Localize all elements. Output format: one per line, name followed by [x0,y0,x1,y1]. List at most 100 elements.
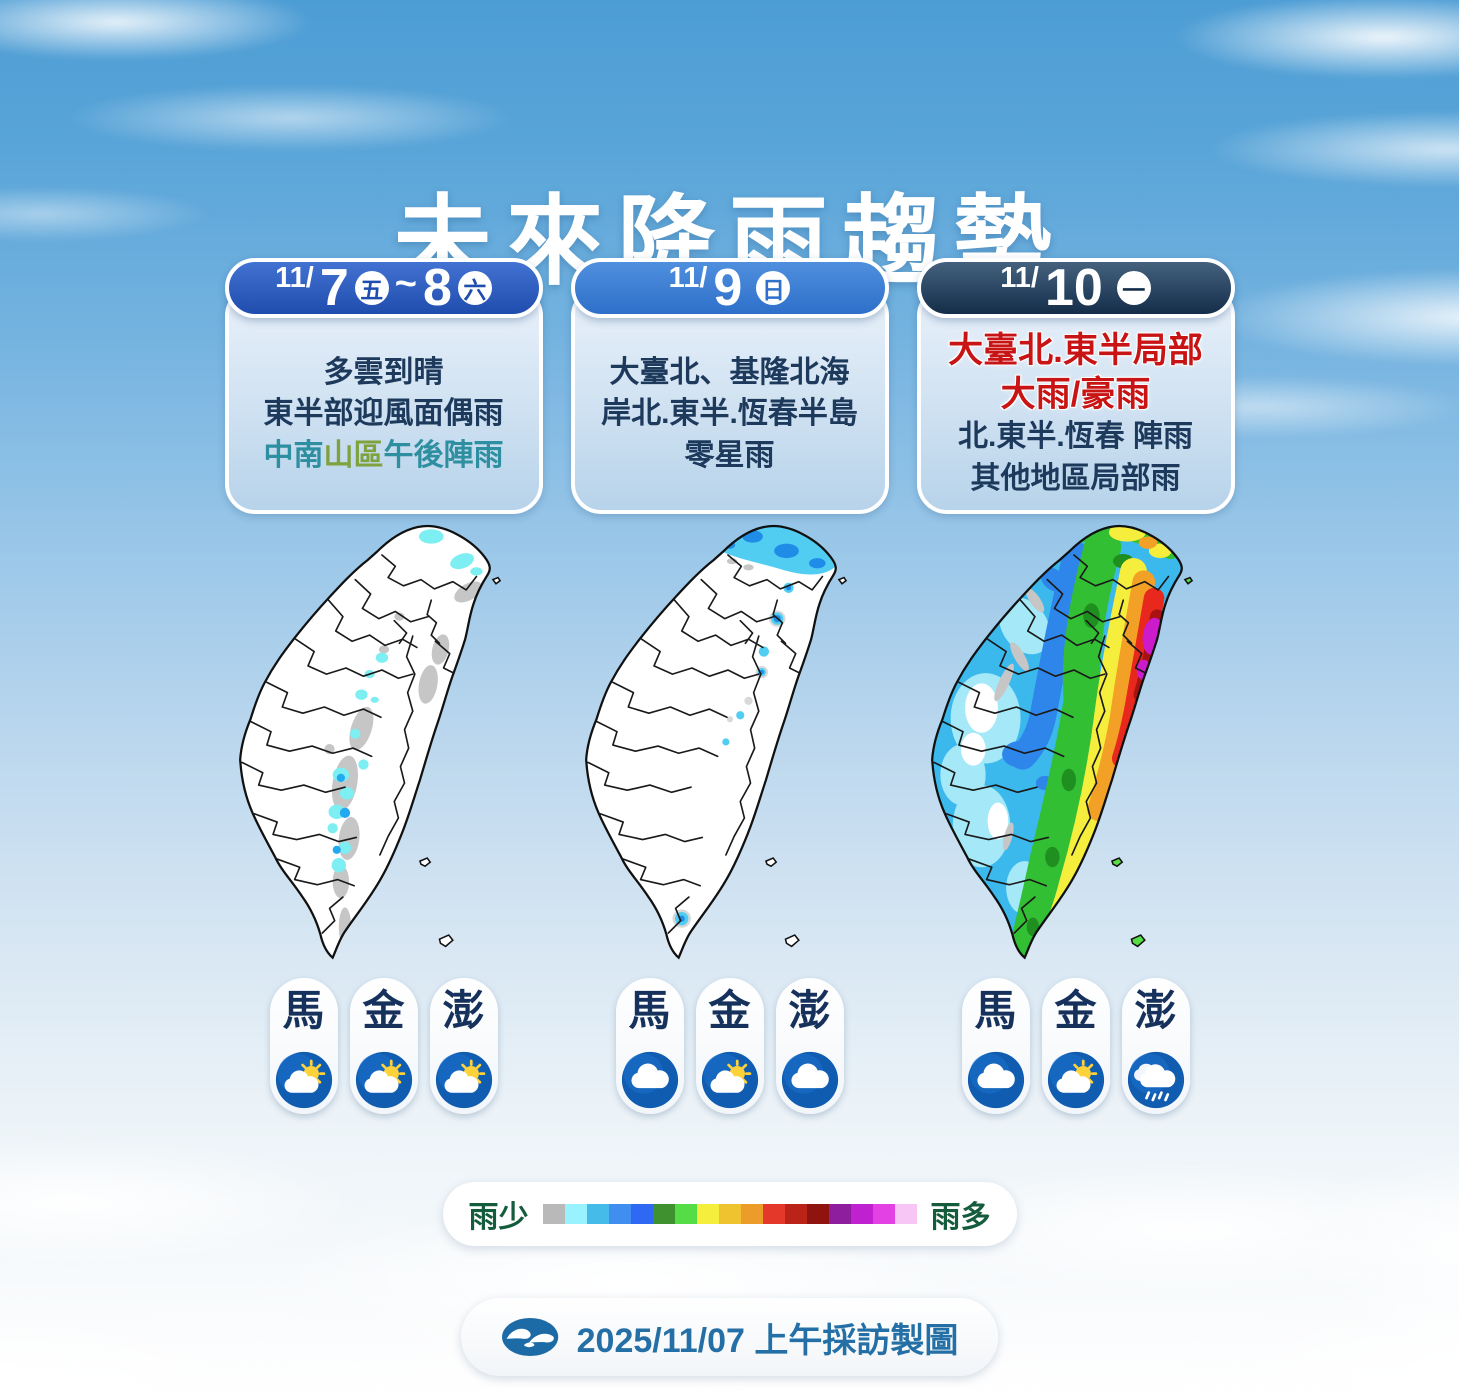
legend-swatch [718,1204,741,1224]
taiwan-rainfall-map-11-10 [917,518,1235,970]
forecast-description: 多雲到晴 東半部迎風面偶雨 中南山區午後陣雨 [224,286,543,514]
island-label: 金 [708,987,751,1034]
weekday-badge: 日 [756,271,791,305]
island-weather-icon [355,1051,413,1109]
island-badge-penghu: 澎 [775,978,844,1114]
island-badge-kinmen: 金 [349,978,418,1114]
legend-swatch [894,1204,917,1224]
island-badge-penghu: 澎 [1121,978,1190,1114]
weekday-badge2: 六 [457,271,492,305]
forecast-panel-11-10: 11/ 10 一 大臺北.東半局部 大雨/豪雨 北.東半.恆春 陣雨 其他地區局… [916,258,1235,1114]
partly-cloudy-icon [701,1051,758,1109]
taiwan-rainfall-map-11-9 [571,518,889,970]
date-prefix: 11/ [1000,261,1039,294]
island-weather-icon [967,1051,1025,1109]
legend-swatch [806,1204,829,1224]
legend-swatch [740,1204,763,1224]
island-label: 馬 [628,987,671,1034]
forecast-line: 其他地區局部雨 [970,461,1181,495]
legend-swatch [828,1204,851,1224]
forecast-line: 零星雨 [684,438,775,472]
island-badge-matsu: 馬 [615,978,684,1114]
forecast-line: 東半部迎風面偶雨 [263,397,504,431]
footer-caption: 2025/11/07 上午採訪製圖 [576,1321,959,1360]
partly-cloudy-icon [355,1051,412,1109]
forecast-card: 11/ 7 五 ~ 8 六 多雲到晴 東半部迎風面偶雨 中南山區午後陣雨 [224,258,543,514]
offshore-islands-row: 馬 金 澎 [961,978,1190,1114]
forecast-card: 11/ 10 一 大臺北.東半局部 大雨/豪雨 北.東半.恆春 陣雨 其他地區局… [916,258,1235,514]
island-label: 金 [1054,987,1097,1034]
forecast-line: 北.東半.恆春 陣雨 [957,420,1193,454]
rainfall-color-legend: 雨少 雨多 [442,1182,1017,1246]
weekday-badge: 五 [354,271,389,305]
rain-icon [1127,1051,1184,1109]
island-label: 澎 [1134,987,1177,1034]
forecast-line: 岸北.東半.恆春半島 [601,397,858,431]
date-day2: 8 [422,259,452,317]
footer-attribution: 2025/11/07 上午採訪製圖 [460,1298,999,1376]
offshore-islands-row: 馬 金 [269,978,498,1114]
taiwan-rainfall-map-11-7-8 [225,518,543,970]
forecast-panel-11-9: 11/ 9 日 大臺北、基隆北海 岸北.東半.恆春半島 零星雨 [570,258,889,1114]
island-label: 金 [362,987,405,1034]
weekday-badge: 一 [1116,271,1151,305]
legend-swatch [564,1204,587,1224]
island-badge-kinmen: 金 [1041,978,1110,1114]
legend-swatch [674,1204,697,1224]
island-weather-icon [1047,1051,1105,1109]
cloudy-icon [967,1051,1024,1109]
forecast-panel-11-7-8: 11/ 7 五 ~ 8 六 多雲到晴 東半部迎風面偶雨 中南山區午後陣雨 [224,258,543,1114]
date-header: 11/ 9 日 [570,258,889,318]
date-header: 11/ 10 一 [916,258,1235,318]
offshore-islands-row: 馬 金 澎 [615,978,844,1114]
forecast-columns: 11/ 7 五 ~ 8 六 多雲到晴 東半部迎風面偶雨 中南山區午後陣雨 [0,258,1459,1114]
date-header: 11/ 7 五 ~ 8 六 [224,258,543,318]
island-label: 馬 [282,987,325,1034]
legend-swatch [608,1204,631,1224]
cwa-logo-icon [501,1317,558,1357]
island-label: 馬 [974,987,1017,1034]
legend-label-more-rain: 雨多 [930,1201,991,1234]
island-badge-matsu: 馬 [961,978,1030,1114]
forecast-line-segment: 山區 [323,438,384,472]
date-prefix: 11/ [275,261,314,294]
legend-swatch [630,1204,653,1224]
date-prefix: 11/ [668,261,708,294]
date-range-separator: ~ [394,262,417,305]
rain-alert-line: 大雨/豪雨 [1000,374,1151,414]
date-day: 9 [713,259,743,317]
island-weather-icon [701,1051,759,1109]
legend-label-less-rain: 雨少 [468,1201,529,1234]
legend-swatch [696,1204,719,1224]
island-label: 澎 [442,987,485,1034]
partly-cloudy-icon [435,1051,492,1109]
island-badge-kinmen: 金 [695,978,764,1114]
legend-swatch [784,1204,807,1224]
island-badge-matsu: 馬 [269,978,338,1114]
forecast-line-segment: 午後陣雨 [383,438,504,472]
legend-color-scale [542,1204,917,1224]
island-badge-penghu: 澎 [429,978,498,1114]
forecast-description: 大臺北.東半局部 大雨/豪雨 北.東半.恆春 陣雨 其他地區局部雨 [916,286,1235,514]
cloudy-icon [781,1051,838,1109]
cloudy-icon [621,1051,678,1109]
forecast-line: 大臺北、基隆北海 [609,355,850,389]
island-weather-icon [781,1051,839,1109]
legend-swatch [652,1204,675,1224]
island-weather-icon [621,1051,679,1109]
island-label: 澎 [788,987,831,1034]
legend-swatch [872,1204,895,1224]
forecast-line: 中南山區午後陣雨 [264,435,504,476]
forecast-line-segment: 中南 [263,438,324,472]
rain-alert-line: 大臺北.東半局部 [948,330,1203,370]
partly-cloudy-icon [1047,1051,1104,1109]
forecast-card: 11/ 9 日 大臺北、基隆北海 岸北.東半.恆春半島 零星雨 [570,258,889,514]
legend-swatch [542,1204,565,1224]
island-weather-icon [275,1051,333,1109]
legend-swatch [586,1204,609,1224]
legend-swatch [850,1204,873,1224]
date-day: 10 [1044,259,1103,317]
island-weather-icon [435,1051,493,1109]
legend-swatch [762,1204,785,1224]
